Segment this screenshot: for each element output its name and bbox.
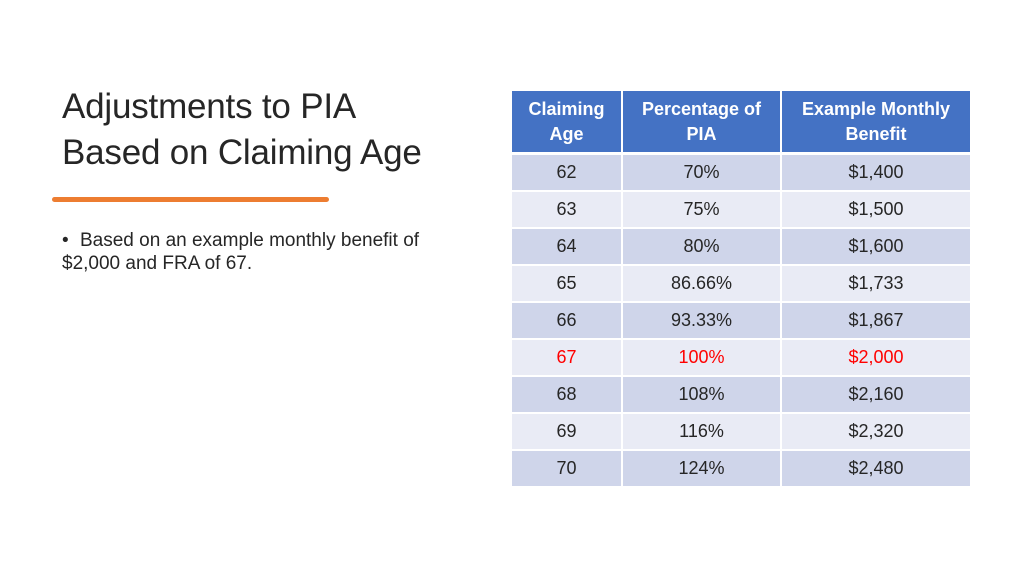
benefit-table-container: Claiming Age Percentage of PIA Example M…	[512, 91, 970, 488]
cell-percentage: 93.33%	[622, 302, 782, 340]
table-header-row: Claiming Age Percentage of PIA Example M…	[512, 91, 970, 155]
cell-age: 68	[512, 376, 623, 414]
cell-benefit: $2,000	[781, 339, 970, 377]
cell-benefit: $2,320	[781, 413, 970, 451]
cell-percentage: 124%	[622, 450, 782, 488]
bullet-text: Based on an example monthly benefit of $…	[62, 230, 420, 274]
cell-percentage: 70%	[622, 153, 782, 192]
benefit-table: Claiming Age Percentage of PIA Example M…	[512, 91, 970, 488]
cell-benefit: $2,480	[781, 450, 970, 488]
cell-percentage: 108%	[622, 376, 782, 414]
cell-age: 62	[512, 153, 623, 192]
cell-age: 66	[512, 302, 623, 340]
table-row: 69 116% $2,320	[512, 413, 970, 451]
table-row: 66 93.33% $1,867	[512, 302, 970, 340]
table-row: 70 124% $2,480	[512, 450, 970, 488]
table-row: 64 80% $1,600	[512, 228, 970, 266]
slide-title-line-1: Adjustments to PIA	[62, 87, 357, 126]
cell-percentage: 75%	[622, 191, 782, 229]
cell-benefit: $1,733	[781, 265, 970, 303]
cell-age: 70	[512, 450, 623, 488]
table-row-highlighted-fra: 67 100% $2,000	[512, 339, 970, 377]
cell-age: 65	[512, 265, 623, 303]
header-example-monthly-benefit: Example Monthly Benefit	[781, 91, 970, 155]
table-row: 68 108% $2,160	[512, 376, 970, 414]
slide-title: Adjustments to PIA Based on Claiming Age	[62, 84, 462, 176]
cell-percentage: 80%	[622, 228, 782, 266]
header-percentage-of-pia: Percentage of PIA	[622, 91, 782, 155]
cell-percentage: 86.66%	[622, 265, 782, 303]
cell-benefit: $1,600	[781, 228, 970, 266]
header-claiming-age: Claiming Age	[512, 91, 623, 155]
cell-age: 64	[512, 228, 623, 266]
cell-benefit: $1,867	[781, 302, 970, 340]
cell-benefit: $2,160	[781, 376, 970, 414]
bullet-point: • Based on an example monthly benefit of …	[62, 229, 462, 275]
cell-age: 67	[512, 339, 623, 377]
cell-percentage: 100%	[622, 339, 782, 377]
table-row: 62 70% $1,400	[512, 153, 970, 192]
cell-age: 69	[512, 413, 623, 451]
slide-title-line-2: Based on Claiming Age	[62, 133, 422, 172]
title-accent-rule	[52, 197, 329, 202]
bullet-icon: •	[62, 230, 69, 251]
table-row: 63 75% $1,500	[512, 191, 970, 229]
cell-benefit: $1,500	[781, 191, 970, 229]
cell-age: 63	[512, 191, 623, 229]
table-row: 65 86.66% $1,733	[512, 265, 970, 303]
cell-percentage: 116%	[622, 413, 782, 451]
cell-benefit: $1,400	[781, 153, 970, 192]
